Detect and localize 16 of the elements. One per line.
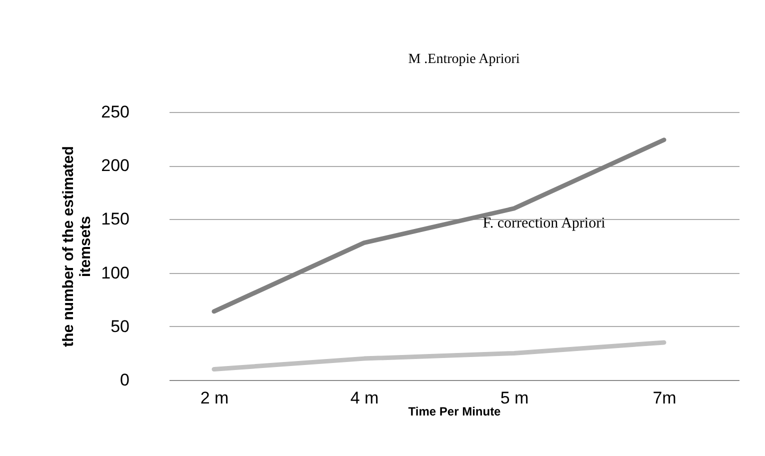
y-tick-label: 0 <box>120 370 130 390</box>
x-tick-label: 4 m <box>350 388 379 408</box>
y-tick-label: 250 <box>101 102 130 122</box>
x-axis-title: Time Per Minute <box>408 404 502 418</box>
y-axis-title: the number of the estimated itemsets <box>60 146 94 347</box>
x-tick-label: 2 m <box>200 388 229 408</box>
x-tick-label: 7m <box>652 388 676 408</box>
chart-title: M .Entropie Apriori <box>408 52 520 67</box>
line-series <box>212 138 666 314</box>
y-tick-label: 200 <box>101 156 130 176</box>
line-series <box>212 340 666 372</box>
y-tick-label: 50 <box>110 316 130 336</box>
series-label: F. correction Apriori <box>482 215 606 232</box>
y-tick-label: 150 <box>101 210 130 229</box>
y-tick-label: 100 <box>101 263 130 282</box>
x-tick-label: 5 m <box>500 388 529 408</box>
